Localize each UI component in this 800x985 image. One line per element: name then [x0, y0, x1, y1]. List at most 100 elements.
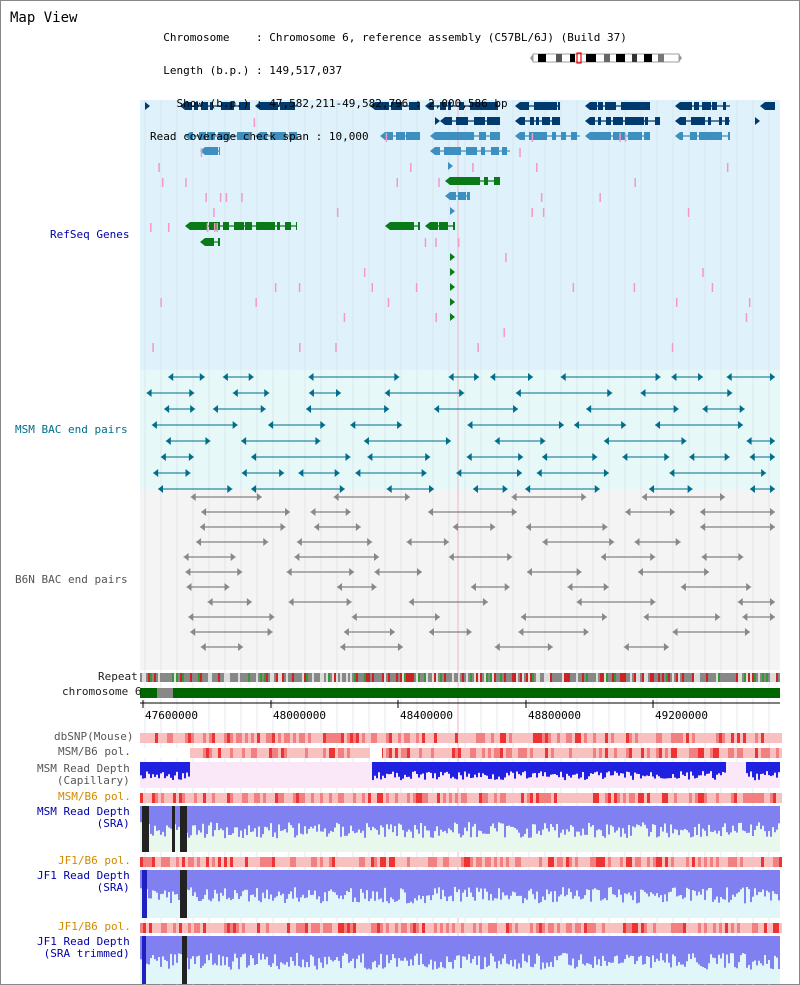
msm-pol-2-strip — [608, 793, 611, 803]
track-label-msm-depth-cap[interactable]: MSM Read Depth (Capillary) — [37, 762, 130, 787]
jf1-depth-trim — [630, 936, 632, 956]
jf1-pol-2-strip — [560, 923, 563, 933]
b6n-bac-end — [345, 508, 351, 516]
jf1-depth-trim — [354, 936, 356, 969]
dbsnp-strip — [608, 733, 611, 743]
msm-bac-end — [528, 373, 534, 381]
jf1-depth-trim — [454, 936, 456, 960]
msm-depth-capillary — [566, 762, 568, 774]
jf1-pol-1-strip — [455, 857, 458, 867]
msm-depth-capillary — [746, 762, 748, 774]
repeat-segment — [702, 673, 704, 682]
msm-depth-sra — [722, 806, 724, 827]
jf1-depth-trim — [366, 936, 368, 970]
refseq-gene-arrow — [370, 102, 375, 110]
track-label-msm-pol-2[interactable]: MSM/B6 pol. — [58, 790, 131, 803]
track-label-dbsnp[interactable]: dbSNP(Mouse) — [54, 730, 134, 743]
jf1-depth-sra — [160, 870, 162, 895]
msm-depth-capillary — [684, 762, 686, 776]
repeat-segment — [286, 673, 288, 682]
page-title: Map View — [10, 10, 78, 26]
msm-depth-sra — [282, 806, 284, 831]
msm-pol-2-strip — [206, 793, 209, 803]
track-label-msm-pol-1[interactable]: MSM/B6 pol. — [58, 745, 131, 758]
msm-pol-2-strip — [554, 793, 557, 803]
track-label-jf1-pol-1[interactable]: JF1/B6 pol. — [58, 854, 131, 867]
msm-pol-1-strip — [608, 748, 611, 758]
track-label-jf1-depth-sra[interactable]: JF1 Read Depth (SRA) — [37, 869, 130, 894]
dbsnp-strip — [680, 733, 683, 743]
jf1-depth-sra — [728, 870, 730, 903]
jf1-depth-sra — [222, 870, 224, 896]
msm-pol-2-strip — [326, 793, 329, 803]
refseq-gene-arrow — [675, 132, 680, 140]
jf1-depth-trim — [616, 936, 618, 956]
jf1-depth-sra — [524, 870, 526, 899]
jf1-pol-1-strip — [329, 857, 332, 867]
track-label-repeat[interactable]: Repeat — [98, 670, 138, 683]
dbsnp-strip — [263, 733, 266, 743]
jf1-depth-trim — [610, 936, 612, 963]
jf1-depth-sra — [722, 870, 724, 899]
jf1-pol-1-strip — [419, 857, 422, 867]
jf1-pol-1-strip — [146, 857, 149, 867]
jf1-depth-trim — [520, 936, 522, 968]
msm-depth-capillary — [472, 762, 474, 778]
msm-depth-capillary — [486, 762, 488, 776]
jf1-depth-trim — [294, 936, 296, 966]
msm-bac-end — [640, 389, 646, 397]
msm-pol-2-strip — [770, 793, 773, 803]
dbsnp-strip — [350, 733, 353, 743]
repeat-segment — [652, 673, 654, 682]
track-label-msm-bac[interactable]: MSM BAC end pairs — [15, 423, 128, 436]
dbsnp-strip — [473, 733, 476, 743]
msm-depth-capillary — [592, 762, 594, 774]
jf1-pol-2-strip — [641, 923, 644, 933]
msm-bac-end — [649, 485, 655, 493]
jf1-depth-trim — [640, 936, 642, 956]
track-label-refseq-genes[interactable]: RefSeq Genes — [50, 228, 130, 241]
ruler-tick-4: 48800000 — [528, 709, 581, 722]
refseq-gene-exon — [474, 147, 477, 155]
jf1-pol-1-strip — [692, 857, 695, 867]
jf1-depth-sra — [340, 870, 342, 896]
dbsnp-strip — [344, 733, 347, 743]
repeat-segment — [298, 673, 300, 682]
jf1-depth-sra — [468, 870, 470, 888]
jf1-depth-sra — [646, 870, 648, 894]
repeat-segment — [700, 673, 702, 682]
msm-depth-capillary — [576, 762, 578, 774]
msm-pol-1-strip — [497, 748, 500, 758]
chromosome-ideogram[interactable] — [530, 52, 682, 64]
msm-pol-1-strip — [671, 748, 674, 758]
track-label-msm-depth-sra[interactable]: MSM Read Depth (SRA) — [37, 805, 130, 830]
msm-pol-2-strip — [227, 793, 230, 803]
dbsnp-strip — [284, 733, 287, 743]
msm-pol-2-strip — [716, 793, 719, 803]
refseq-gene-exon — [479, 132, 486, 140]
repeat-segment — [282, 673, 284, 682]
dbsnp-strip — [758, 733, 761, 743]
msm-depth-capillary — [772, 762, 774, 776]
jf1-pol-2-strip — [218, 923, 221, 933]
refseq-pink-mark — [160, 298, 162, 307]
jf1-depth-sra — [334, 870, 336, 893]
msm-depth-capillary — [750, 762, 752, 772]
repeat-segment — [698, 673, 700, 682]
dbsnp-strip — [650, 733, 653, 743]
track-label-jf1-depth-trim[interactable]: JF1 Read Depth (SRA trimmed) — [37, 935, 130, 960]
msm-depth-sra — [320, 806, 322, 832]
jf1-depth-trim — [712, 936, 714, 958]
msm-pol-2-strip — [149, 793, 152, 803]
msm-depth-capillary — [144, 762, 146, 779]
track-label-jf1-pol-2[interactable]: JF1/B6 pol. — [58, 920, 131, 933]
jf1-depth-trim — [270, 936, 272, 967]
msm-depth-capillary — [422, 762, 424, 774]
repeat-segment — [692, 673, 694, 682]
jf1-depth-sra — [670, 870, 672, 892]
msm-pol-1-strip — [566, 748, 569, 758]
msm-pol-2-strip — [602, 793, 605, 803]
refseq-gene-exon — [448, 102, 451, 110]
track-label-b6n-bac[interactable]: B6N BAC end pairs — [15, 573, 128, 586]
